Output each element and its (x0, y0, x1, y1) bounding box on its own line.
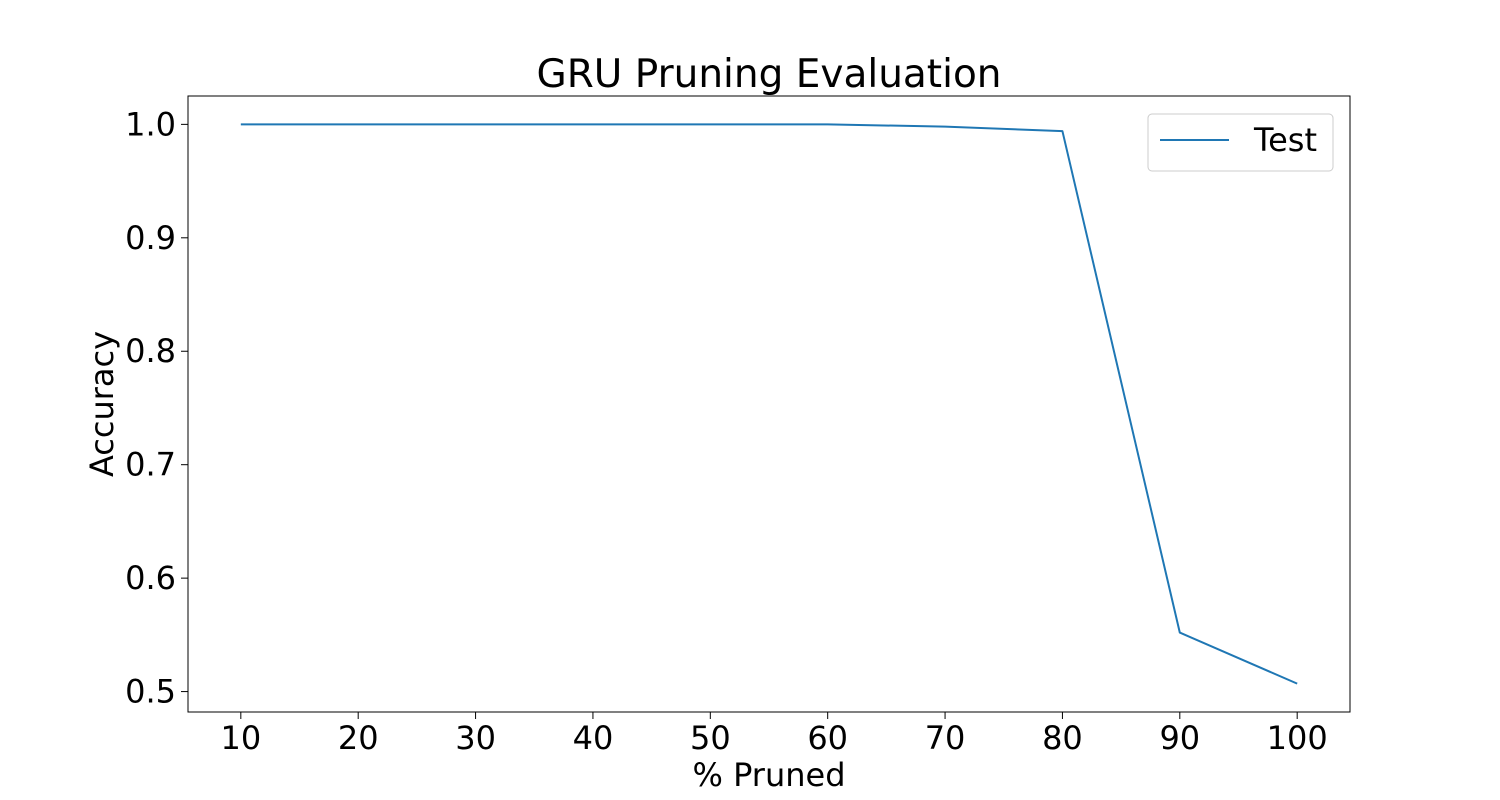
x-tick-label: 20 (338, 719, 379, 757)
legend-box (1147, 113, 1334, 172)
x-tick-label: 10 (220, 719, 261, 757)
y-axis-label: Accuracy (83, 331, 121, 477)
x-tick-label: 100 (1267, 719, 1328, 757)
x-tick-label: 30 (455, 719, 496, 757)
y-tick-label: 1.0 (125, 105, 176, 143)
y-tick-label: 0.6 (125, 559, 176, 597)
x-tick-label: 60 (807, 719, 848, 757)
chart-title: GRU Pruning Evaluation (536, 52, 1001, 97)
legend-label-test: Test (1253, 121, 1317, 159)
y-tick-label: 0.5 (125, 673, 176, 711)
legend: Test (1147, 113, 1334, 172)
x-tick-label: 50 (690, 719, 731, 757)
y-tick-label: 0.9 (125, 219, 176, 257)
y-tick-label: 0.7 (125, 446, 176, 484)
x-axis-label: % Pruned (692, 756, 845, 794)
y-tick-label: 0.8 (125, 332, 176, 370)
axis-ticks: 10 20 30 40 50 60 70 80 90 100 0.5 0.6 0.7 0.8 0.9 1.0 (125, 105, 1328, 757)
x-tick-label: 70 (925, 719, 966, 757)
x-tick-label: 40 (573, 719, 614, 757)
x-tick-label: 80 (1042, 719, 1083, 757)
x-tick-label: 90 (1159, 719, 1200, 757)
series-line-test (240, 123, 1298, 685)
plot-frame (187, 95, 1351, 713)
